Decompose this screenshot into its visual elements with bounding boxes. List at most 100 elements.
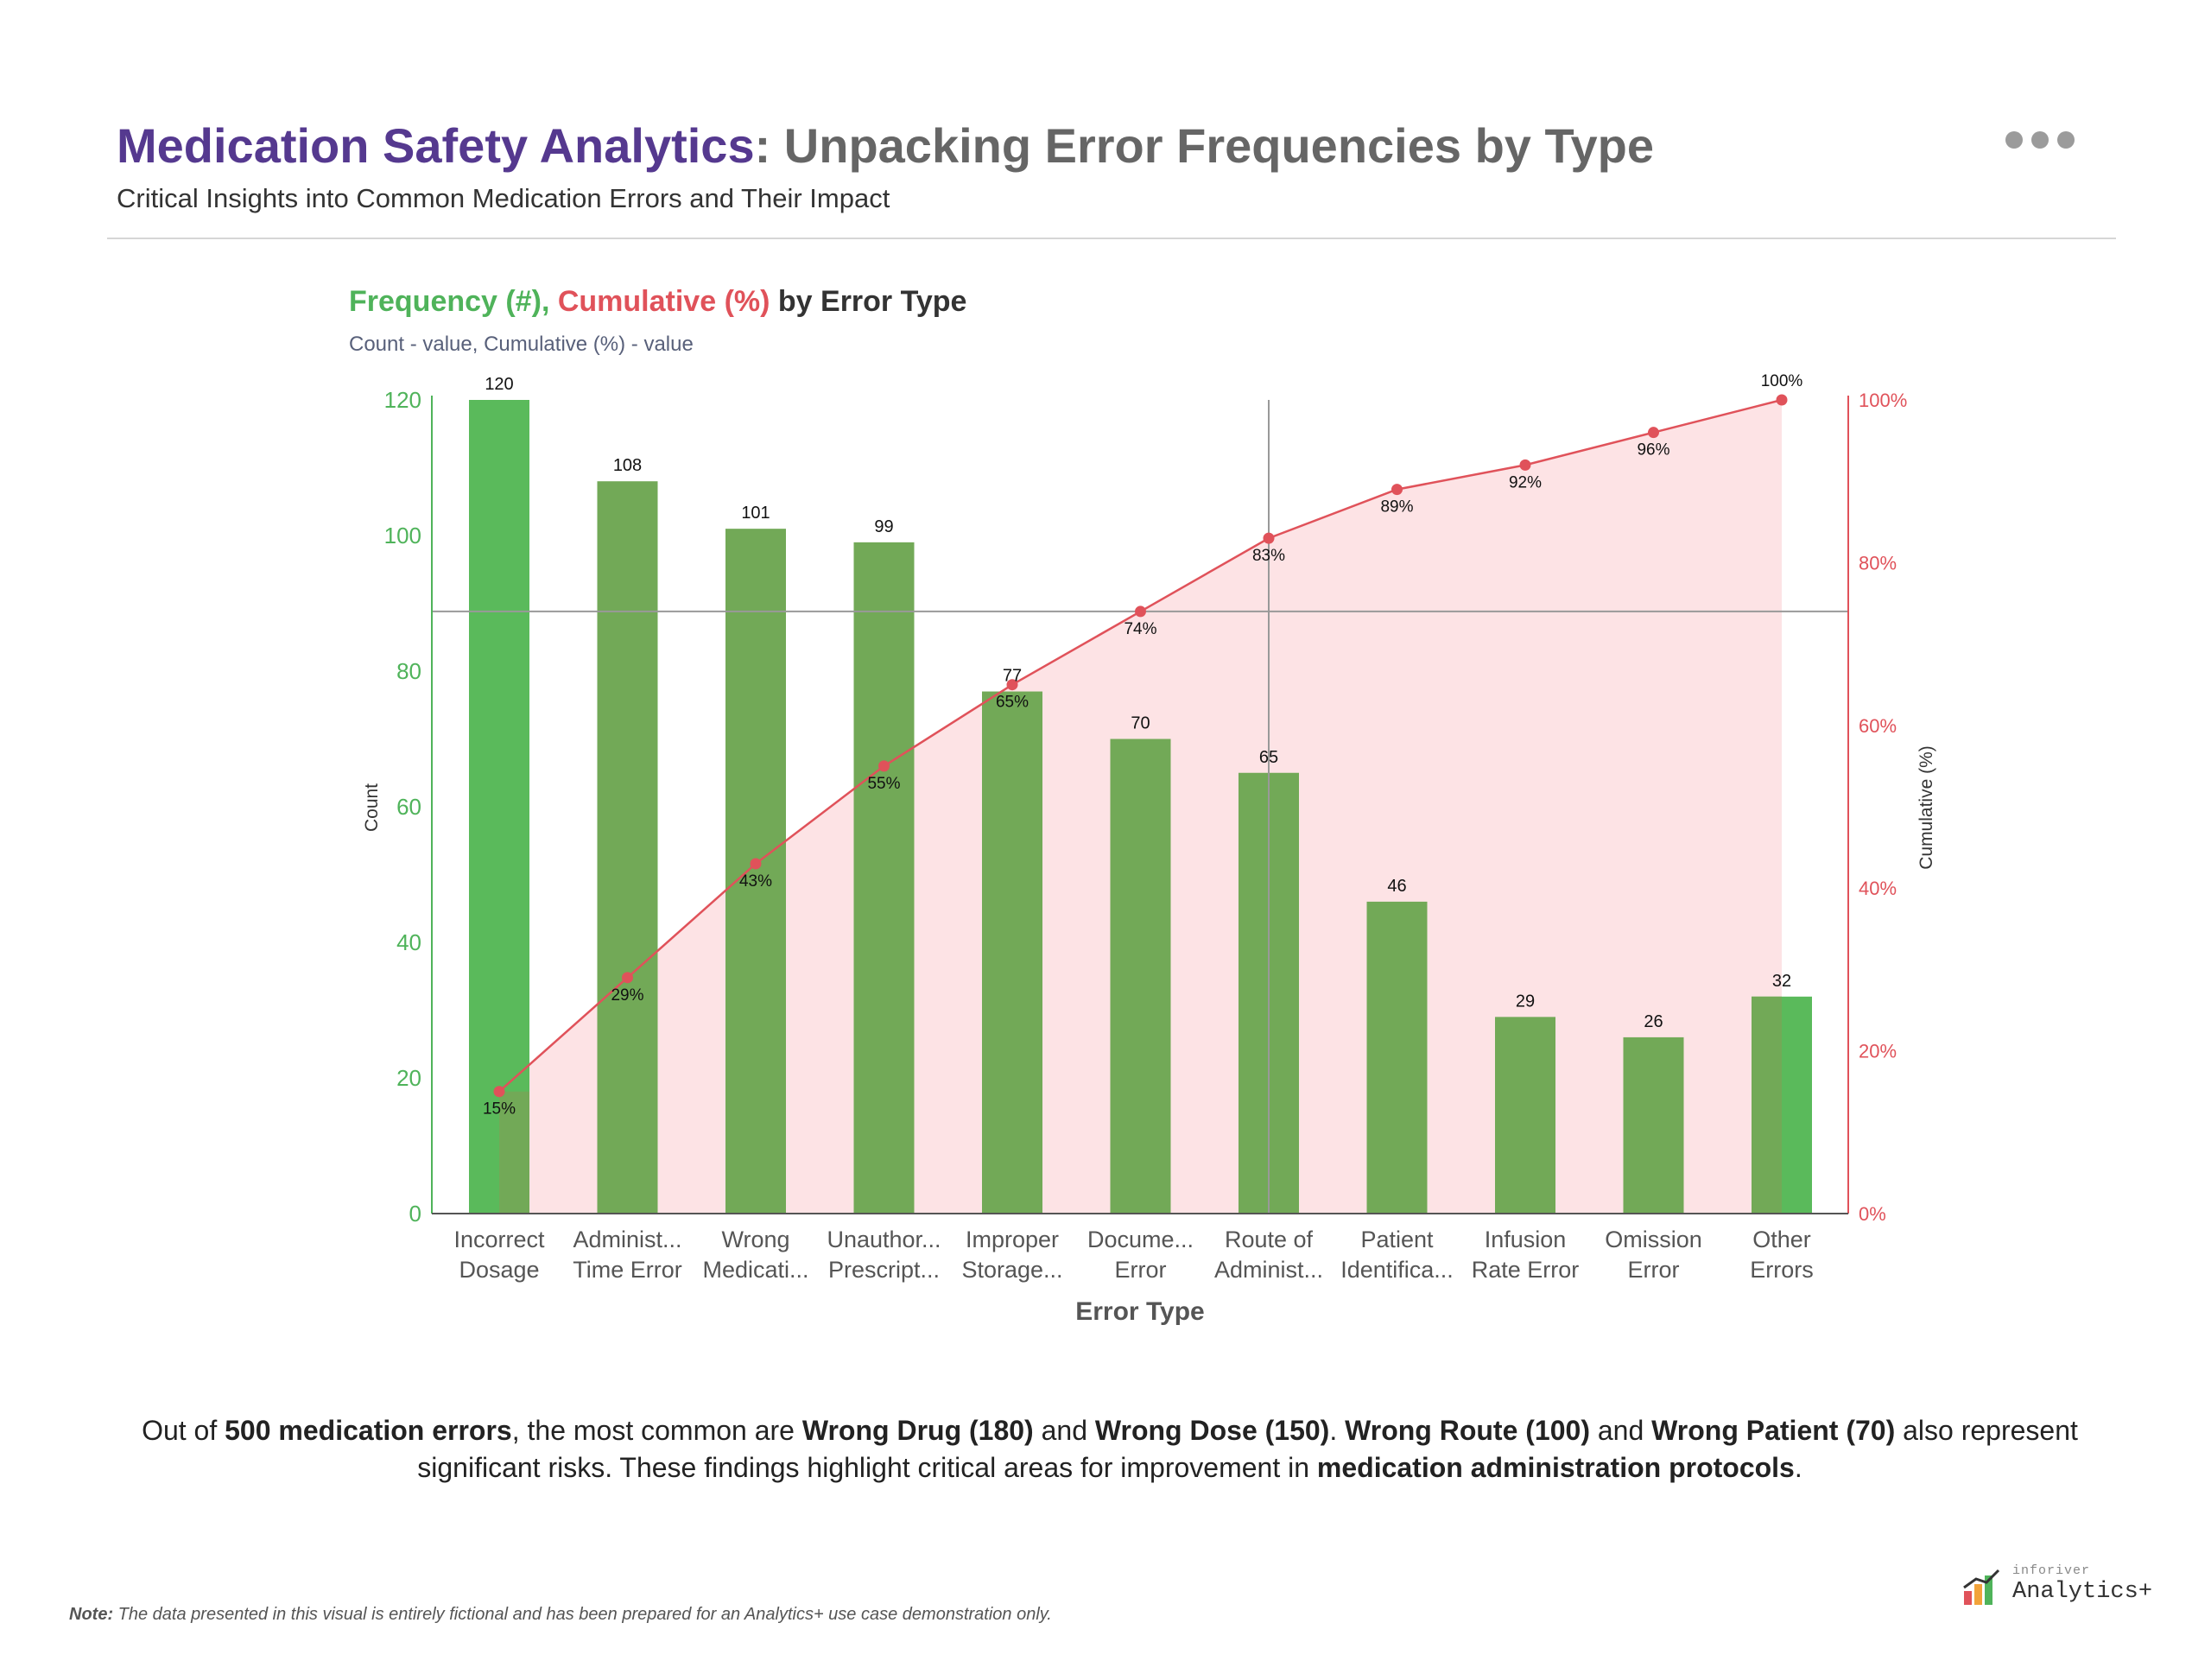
x-tick-label: Route of xyxy=(1225,1227,1314,1252)
footnote-text: The data presented in this visual is ent… xyxy=(113,1605,1052,1624)
y-tick-label: 100 xyxy=(384,523,421,548)
cumulative-value-label: 100% xyxy=(1761,372,1803,390)
x-tick-label: Error xyxy=(1628,1257,1680,1283)
y2-tick-label: 20% xyxy=(1859,1041,1897,1062)
cumulative-value-label: 15% xyxy=(483,1100,516,1119)
cumulative-point xyxy=(1391,484,1403,496)
x-tick-label: Dosage xyxy=(459,1257,539,1283)
bar xyxy=(1110,739,1171,1214)
chart-heading-rest: by Error Type xyxy=(770,285,967,318)
more-horizontal-icon-dot xyxy=(2031,131,2049,149)
bar-overlap xyxy=(499,1091,529,1214)
bar-value-label: 26 xyxy=(1644,1012,1663,1031)
bar-overlap xyxy=(1752,996,1782,1214)
header-divider xyxy=(107,238,2116,239)
x-tick-label: Infusion xyxy=(1485,1227,1567,1252)
insight-part: and xyxy=(1033,1415,1095,1446)
logo-main-text: Analytics+ xyxy=(2012,1579,2153,1605)
footnote-label: Note: xyxy=(69,1605,114,1624)
chart-heading: Frequency (#), Cumulative (%) by Error T… xyxy=(349,285,966,319)
bar xyxy=(1366,901,1428,1214)
bar-value-label: 29 xyxy=(1516,992,1535,1011)
cumulative-point xyxy=(750,858,762,870)
chart-heading-frequency: Frequency (#) xyxy=(349,285,542,318)
chart-subheading: Count - value, Cumulative (%) - value xyxy=(349,333,694,356)
logo-small-text: inforiver xyxy=(2012,1563,2091,1578)
bar-value-label: 108 xyxy=(613,456,642,475)
insight-part: Out of xyxy=(142,1415,225,1446)
bar-value-label: 46 xyxy=(1387,877,1406,896)
bar xyxy=(725,529,786,1214)
y2-tick-label: 80% xyxy=(1859,552,1897,574)
page-title: Medication Safety Analytics: Unpacking E… xyxy=(117,114,2060,178)
analytics-logo-icon xyxy=(1963,1569,2000,1605)
header: Medication Safety Analytics: Unpacking E… xyxy=(117,114,2060,216)
page-title-main: Medication Safety Analytics xyxy=(117,118,755,173)
cumulative-value-label: 65% xyxy=(996,694,1029,712)
insight-highlight: Wrong Drug (180) xyxy=(801,1415,1034,1446)
insight-highlight: medication administration protocols xyxy=(1316,1452,1795,1483)
more-options-button[interactable] xyxy=(2005,131,2075,149)
bar-value-label: 99 xyxy=(874,517,893,536)
cumulative-value-label: 74% xyxy=(1124,620,1156,638)
bar xyxy=(1623,1037,1684,1214)
x-tick-label: Improper xyxy=(966,1227,1059,1252)
bar-value-label: 32 xyxy=(1772,972,1791,991)
cumulative-point xyxy=(1135,605,1146,618)
y2-tick-label: 100% xyxy=(1859,390,1907,411)
insight-highlight: Wrong Dose (150) xyxy=(1094,1415,1330,1446)
y2-tick-label: 40% xyxy=(1859,878,1897,899)
bar-value-label: 70 xyxy=(1131,714,1150,733)
insight-highlight: 500 medication errors xyxy=(225,1415,512,1446)
analytics-plus-logo: inforiver Analytics+ xyxy=(1961,1563,2159,1615)
bar-value-label: 120 xyxy=(485,375,513,394)
cumulative-point xyxy=(1776,394,1788,406)
insight-part: , the most common are xyxy=(511,1415,802,1446)
cumulative-value-label: 55% xyxy=(867,775,900,793)
y2-tick-label: 60% xyxy=(1859,715,1897,737)
y-axis-title: Count xyxy=(362,783,382,832)
y-tick-label: 60 xyxy=(396,794,421,820)
x-axis-title: Error Type xyxy=(1075,1297,1205,1326)
x-tick-label: Medicati... xyxy=(702,1257,808,1283)
page-title-rest: : Unpacking Error Frequencies by Type xyxy=(754,118,1655,173)
chart-heading-comma: , xyxy=(541,285,550,318)
cumulative-value-label: 43% xyxy=(739,872,772,891)
cumulative-value-label: 29% xyxy=(611,986,643,1005)
insight-part: also represent significant risks. These … xyxy=(417,1415,2078,1483)
cumulative-point xyxy=(622,972,633,984)
footnote: Note: The data presented in this visual … xyxy=(69,1605,1052,1625)
y-tick-label: 40 xyxy=(396,929,421,955)
bar-value-label: 77 xyxy=(1003,667,1022,686)
x-tick-label: Storage... xyxy=(961,1257,1062,1283)
x-tick-label: Incorrect xyxy=(453,1227,545,1252)
cumulative-value-label: 83% xyxy=(1252,547,1285,565)
x-tick-label: Time Error xyxy=(573,1257,682,1283)
pareto-chart: 0 20 40 60 80 100 120 0% 20% 40% 60% 80% 100% 120 108 1… xyxy=(362,372,1936,1326)
y-tick-label: 80 xyxy=(396,658,421,684)
chart-heading-cumulative: Cumulative (%) xyxy=(549,285,770,318)
cumulative-point xyxy=(1263,532,1275,544)
x-tick-label: Error xyxy=(1115,1257,1167,1283)
bar-value-label: 65 xyxy=(1259,748,1278,767)
x-tick-label: Patient xyxy=(1360,1227,1434,1252)
x-tick-label: Wrong xyxy=(721,1227,789,1252)
x-tick-label: Docume... xyxy=(1087,1227,1194,1252)
bar xyxy=(469,400,529,1214)
cumulative-point xyxy=(1006,679,1018,691)
insight-part: . xyxy=(1329,1415,1346,1446)
x-tick-label: Administ... xyxy=(1214,1257,1323,1283)
bar xyxy=(1495,1017,1555,1214)
y-tick-label: 0 xyxy=(409,1201,421,1227)
y-tick-label: 120 xyxy=(384,387,421,413)
cumulative-point xyxy=(1519,459,1531,471)
cumulative-point xyxy=(1648,427,1659,439)
cumulative-value-label: 89% xyxy=(1380,498,1413,517)
y-tick-label: 20 xyxy=(396,1065,421,1091)
x-tick-label: Unauthor... xyxy=(827,1227,941,1252)
bar-value-label: 101 xyxy=(741,504,770,523)
bar xyxy=(597,481,658,1214)
x-tick-label: Rate Error xyxy=(1472,1257,1580,1283)
insight-part: . xyxy=(1794,1452,1802,1483)
insight-text: Out of 500 medication errors, the most c… xyxy=(104,1412,2116,1487)
